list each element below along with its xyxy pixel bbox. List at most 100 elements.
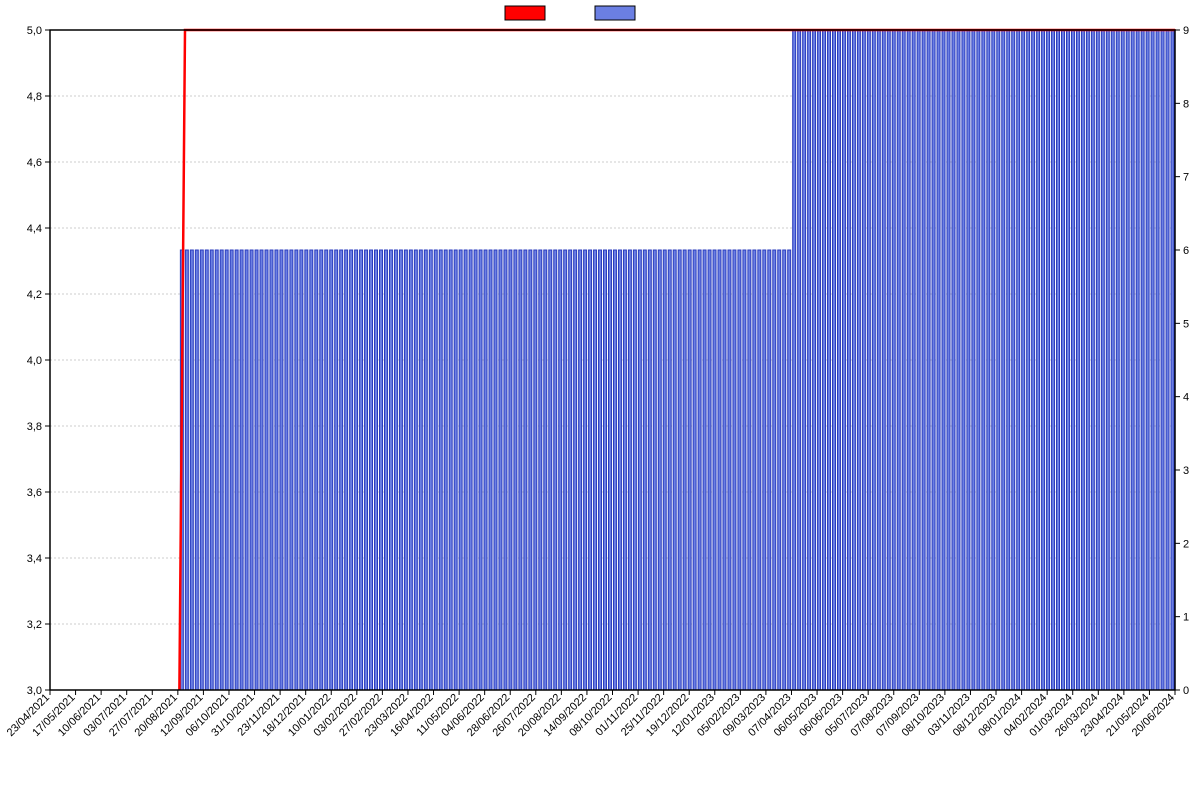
bar: [902, 30, 905, 690]
bar: [524, 250, 527, 690]
bar: [584, 250, 587, 690]
bar: [932, 30, 935, 690]
bar: [912, 30, 915, 690]
bar: [1156, 30, 1159, 690]
bar: [215, 250, 218, 690]
bar: [444, 250, 447, 690]
y-right-tick-label: 5: [1183, 318, 1189, 330]
bar: [847, 30, 850, 690]
bar: [1101, 30, 1104, 690]
bar: [409, 250, 412, 690]
bar: [638, 250, 641, 690]
bar: [957, 30, 960, 690]
bar: [434, 250, 437, 690]
bar: [743, 250, 746, 690]
bar: [892, 30, 895, 690]
bar: [833, 30, 836, 690]
bar: [1081, 30, 1084, 690]
bar: [459, 250, 462, 690]
bar: [260, 250, 263, 690]
bar: [589, 250, 592, 690]
bar: [1096, 30, 1099, 690]
y-left-tick-label: 4,8: [27, 91, 42, 103]
bar: [1042, 30, 1045, 690]
line-path: [179, 30, 1175, 690]
bar: [534, 250, 537, 690]
bar: [668, 250, 671, 690]
bar: [887, 30, 890, 690]
bar: [414, 250, 417, 690]
bar: [355, 250, 358, 690]
bar: [469, 250, 472, 690]
bar: [648, 250, 651, 690]
bar: [862, 30, 865, 690]
y-left-tick-label: 3,8: [27, 421, 42, 433]
bar: [514, 250, 517, 690]
y-right-tick-label: 6: [1183, 245, 1189, 257]
bar: [997, 30, 1000, 690]
bar: [295, 250, 298, 690]
bar: [190, 250, 193, 690]
bar: [733, 250, 736, 690]
bar: [623, 250, 626, 690]
bar: [823, 30, 826, 690]
bar: [265, 250, 268, 690]
bar: [698, 250, 701, 690]
bar: [882, 30, 885, 690]
bar: [728, 250, 731, 690]
bar: [200, 250, 203, 690]
bar: [325, 250, 328, 690]
bar: [1106, 30, 1109, 690]
bar: [315, 250, 318, 690]
bar: [419, 250, 422, 690]
bar: [599, 250, 602, 690]
bar: [275, 250, 278, 690]
bar: [643, 250, 646, 690]
y-right-tick-label: 2: [1183, 538, 1189, 550]
y-right-tick-label: 7: [1183, 172, 1189, 184]
bar: [320, 250, 323, 690]
bar: [1171, 30, 1174, 690]
bar: [1057, 30, 1060, 690]
bar: [1091, 30, 1094, 690]
y-right-tick-label: 4: [1183, 392, 1189, 404]
bar: [205, 250, 208, 690]
bar: [394, 250, 397, 690]
bar: [404, 250, 407, 690]
bar: [569, 250, 572, 690]
bar: [773, 250, 776, 690]
bar: [678, 250, 681, 690]
bar: [305, 250, 308, 690]
bar: [429, 250, 432, 690]
bar: [803, 30, 806, 690]
bar: [688, 250, 691, 690]
bar: [499, 250, 502, 690]
bar: [360, 250, 363, 690]
bar: [255, 250, 258, 690]
bar: [703, 250, 706, 690]
bar: [992, 30, 995, 690]
bar: [788, 250, 791, 690]
bar: [663, 250, 666, 690]
bar: [1032, 30, 1035, 690]
y-axis-right: 0123456789: [1175, 25, 1189, 697]
bar: [449, 250, 452, 690]
bar: [907, 30, 910, 690]
bar: [494, 250, 497, 690]
y-left-tick-label: 4,4: [27, 223, 42, 235]
y-right-tick-label: 9: [1183, 25, 1189, 37]
bar: [798, 30, 801, 690]
bar: [270, 250, 273, 690]
bar: [718, 250, 721, 690]
bar: [633, 250, 636, 690]
bar: [350, 250, 353, 690]
bar: [1136, 30, 1139, 690]
bar: [1037, 30, 1040, 690]
bar: [753, 250, 756, 690]
bar: [210, 250, 213, 690]
bar: [1086, 30, 1089, 690]
bar: [340, 250, 343, 690]
bar: [947, 30, 950, 690]
bar: [713, 250, 716, 690]
y-axis-left: 3,03,23,43,63,84,04,24,44,64,85,0: [27, 25, 50, 697]
